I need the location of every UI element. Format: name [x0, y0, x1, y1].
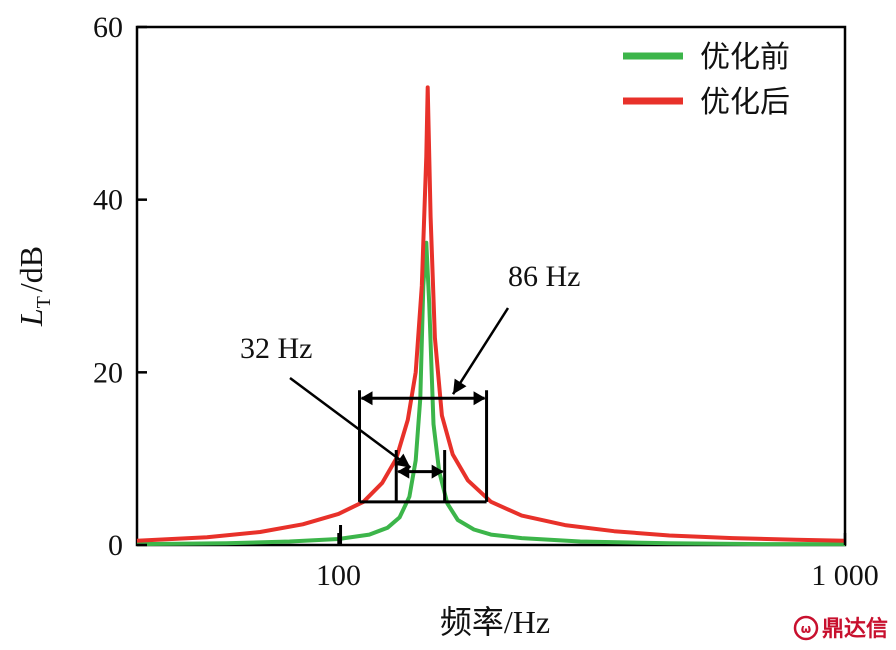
- x-tick-label: 1 000: [811, 559, 879, 592]
- y-tick-label: 0: [108, 529, 123, 562]
- y-axis-label: LT/dB: [13, 246, 55, 327]
- y-tick-label: 20: [93, 356, 123, 389]
- arrowhead-icon: [397, 464, 410, 479]
- arrowhead-icon: [473, 391, 486, 406]
- annotation-86hz-label: 86 Hz: [508, 260, 580, 293]
- legend: 优化前 优化后: [623, 40, 790, 120]
- arrowhead-icon: [395, 453, 411, 468]
- y-axis-label-symbol: L: [13, 308, 49, 327]
- watermark: ω 鼎达信: [793, 615, 888, 642]
- annotation-pointer: [289, 376, 412, 469]
- svg-text:LT/dB: LT/dB: [13, 246, 55, 327]
- annotation-32hz-label: 32 Hz: [240, 332, 312, 365]
- legend-label-before: 优化前: [700, 40, 790, 75]
- watermark-logo-icon: [793, 615, 819, 641]
- annotation-layer: 32 Hz 86 Hz: [240, 260, 580, 545]
- annotation-pointer: [451, 307, 510, 395]
- series-layer: [136, 85, 846, 547]
- arrowhead-icon: [431, 464, 444, 479]
- axis-ticks: 0 20 40 60 100 1 000: [93, 11, 879, 592]
- watermark-text: 鼎达信: [822, 616, 888, 642]
- y-axis-label-unit: /dB: [13, 246, 49, 292]
- x-tick-label: 100: [316, 559, 361, 592]
- legend-label-after: 优化后: [700, 85, 790, 120]
- y-tick-label: 40: [93, 184, 123, 217]
- y-axis-label-subscript: T: [33, 296, 55, 308]
- x-axis-label: 频率/Hz: [440, 604, 550, 640]
- series-line-after: [136, 85, 846, 543]
- arrowhead-icon: [360, 391, 373, 406]
- series-line-before: [136, 240, 845, 547]
- y-tick-label: 60: [93, 11, 123, 44]
- plot-area-frame: [135, 25, 847, 547]
- watermark-logo-glyph: ω: [801, 622, 811, 636]
- arrowhead-icon: [453, 378, 467, 395]
